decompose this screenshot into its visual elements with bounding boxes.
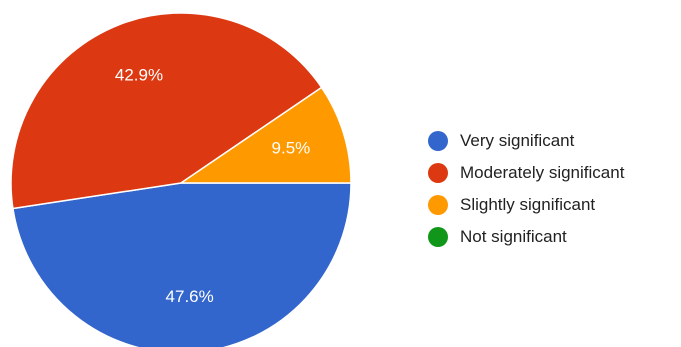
slice-value-label: 9.5% <box>272 139 311 158</box>
pie-slice-slightly-significant[interactable] <box>178 86 352 184</box>
legend-label: Moderately significant <box>460 163 625 182</box>
pie-slice-moderately-significant[interactable] <box>10 12 323 210</box>
chart-legend: Very significant Moderately significant … <box>428 125 624 253</box>
legend-label: Not significant <box>460 227 567 246</box>
slice-value-label: 42.9% <box>115 65 163 84</box>
legend-item-slightly-significant[interactable]: Slightly significant <box>428 189 624 221</box>
pie-slice-very-significant[interactable] <box>12 182 352 347</box>
legend-swatch-blue <box>428 131 448 151</box>
legend-item-not-significant[interactable]: Not significant <box>428 221 624 253</box>
slice-value-label: 47.6% <box>166 287 214 306</box>
legend-label: Very significant <box>460 131 575 150</box>
legend-item-very-significant[interactable]: Very significant <box>428 125 624 157</box>
legend-label: Slightly significant <box>460 195 596 214</box>
legend-item-moderately-significant[interactable]: Moderately significant <box>428 157 624 189</box>
legend-swatch-green <box>428 227 448 247</box>
legend-swatch-red <box>428 163 448 183</box>
legend-swatch-orange <box>428 195 448 215</box>
